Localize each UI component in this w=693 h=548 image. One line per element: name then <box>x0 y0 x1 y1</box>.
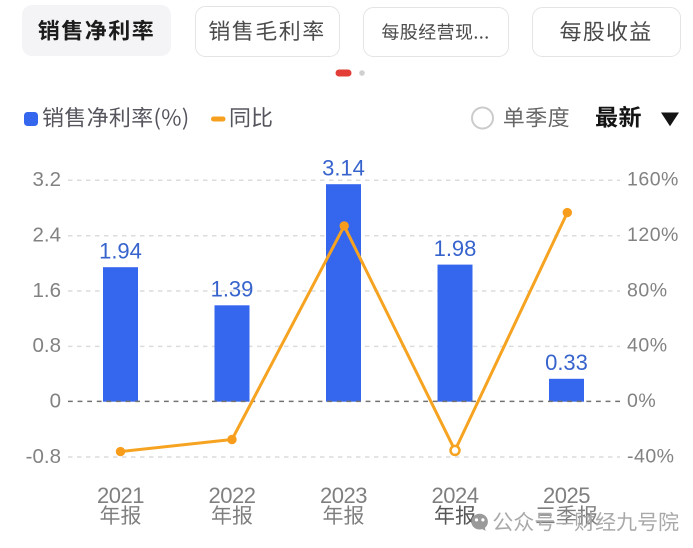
svg-text:1.94: 1.94 <box>99 238 142 263</box>
svg-text:3.2: 3.2 <box>33 168 62 191</box>
svg-text:0.8: 0.8 <box>33 334 62 357</box>
svg-text:-0.8: -0.8 <box>26 445 61 468</box>
svg-text:0%: 0% <box>627 390 656 412</box>
svg-text:80%: 80% <box>627 279 668 301</box>
svg-text:-40%: -40% <box>627 445 675 467</box>
svg-text:160%: 160% <box>627 169 679 191</box>
svg-text:40%: 40% <box>627 335 668 357</box>
svg-text:3.14: 3.14 <box>322 155 365 180</box>
svg-text:0: 0 <box>50 390 61 413</box>
svg-text:2.4: 2.4 <box>33 224 62 247</box>
svg-text:0.33: 0.33 <box>545 350 588 375</box>
svg-text:1.39: 1.39 <box>211 277 254 302</box>
svg-text:1.98: 1.98 <box>434 236 477 261</box>
svg-text:120%: 120% <box>627 224 679 246</box>
svg-text:2025: 2025 <box>543 483 590 508</box>
svg-text:1.6: 1.6 <box>33 279 62 302</box>
svg-text:2021: 2021 <box>97 483 144 508</box>
svg-text:2023: 2023 <box>320 483 367 508</box>
svg-text:2022: 2022 <box>209 483 256 508</box>
svg-text:2024: 2024 <box>432 483 479 508</box>
